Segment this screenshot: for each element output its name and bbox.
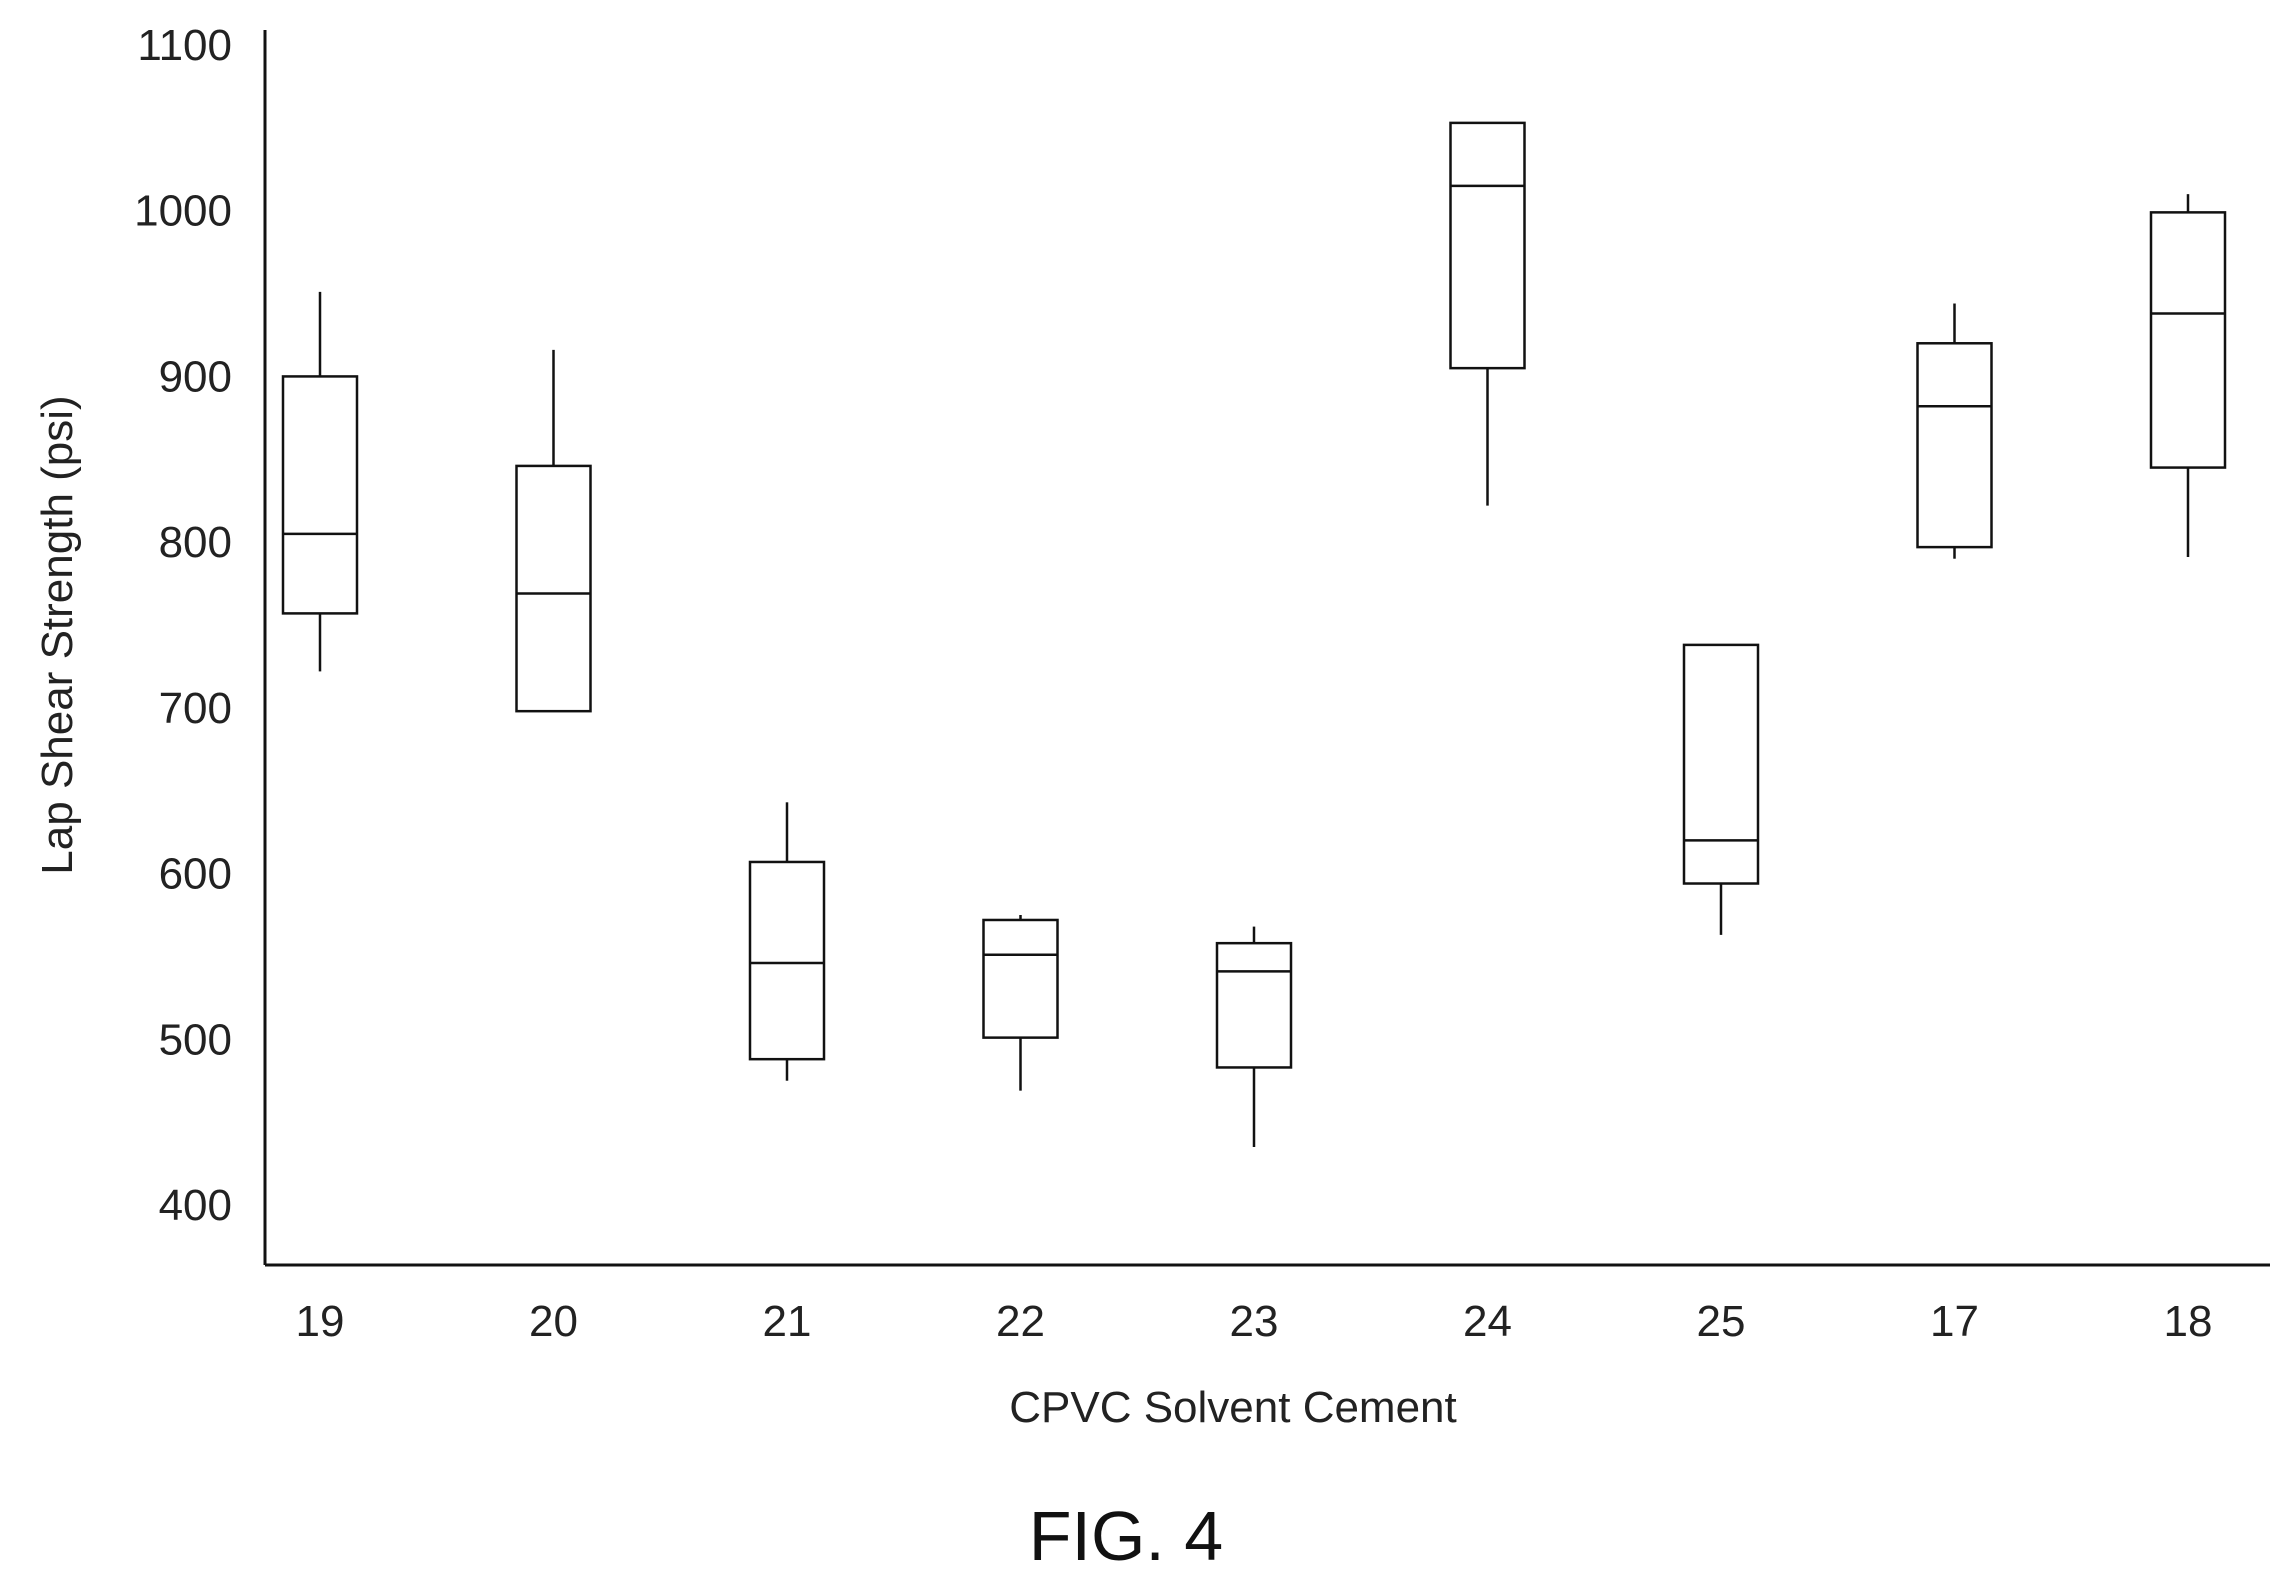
box-iqr [1682,643,1760,885]
box-iqr [1215,941,1293,1069]
box-iqr [515,464,592,713]
x-tick-labels: 19 20 21 22 23 24 25 17 18 [296,1297,2213,1346]
axes [263,30,2270,1267]
box-group-17 [1916,303,1993,559]
box-iqr [1449,121,1526,370]
y-tick-labels: 400 500 600 700 800 900 1000 1100 [134,21,232,1230]
x-tick-label: 18 [2164,1297,2213,1346]
x-tick-label: 22 [996,1297,1045,1346]
box-group-22 [982,915,1059,1091]
y-tick-label: 900 [159,352,232,401]
box-group-23 [1215,926,1293,1147]
x-tick-label: 20 [529,1297,578,1346]
box-group-20 [515,349,592,713]
x-tick-label: 24 [1463,1297,1512,1346]
boxes [281,121,2227,1147]
y-tick-label: 700 [159,684,232,733]
box-group-19 [281,291,359,672]
y-tick-label: 800 [159,518,232,567]
x-tick-label: 19 [296,1297,345,1346]
y-axis-label: Lap Shear Strength (psi) [33,395,82,874]
x-axis-label: CPVC Solvent Cement [1009,1383,1457,1432]
box-iqr [1916,342,1993,549]
box-group-25 [1682,643,1760,935]
box-iqr [982,918,1059,1039]
y-tick-label: 500 [159,1015,232,1064]
box-iqr [281,375,359,615]
box-group-18 [2149,194,2227,558]
box-iqr [2149,211,2227,469]
box-iqr [748,860,826,1061]
x-tick-label: 17 [1930,1297,1979,1346]
x-tick-label: 23 [1230,1297,1279,1346]
y-tick-label: 400 [159,1181,232,1230]
box-group-24 [1449,121,1526,506]
x-tick-label: 25 [1697,1297,1746,1346]
figure-caption: FIG. 4 [1029,1497,1223,1575]
y-tick-label: 600 [159,850,232,899]
y-tick-label: 1000 [134,187,232,236]
box-group-21 [748,802,826,1081]
x-tick-label: 21 [763,1297,812,1346]
y-tick-label: 1100 [137,21,232,70]
